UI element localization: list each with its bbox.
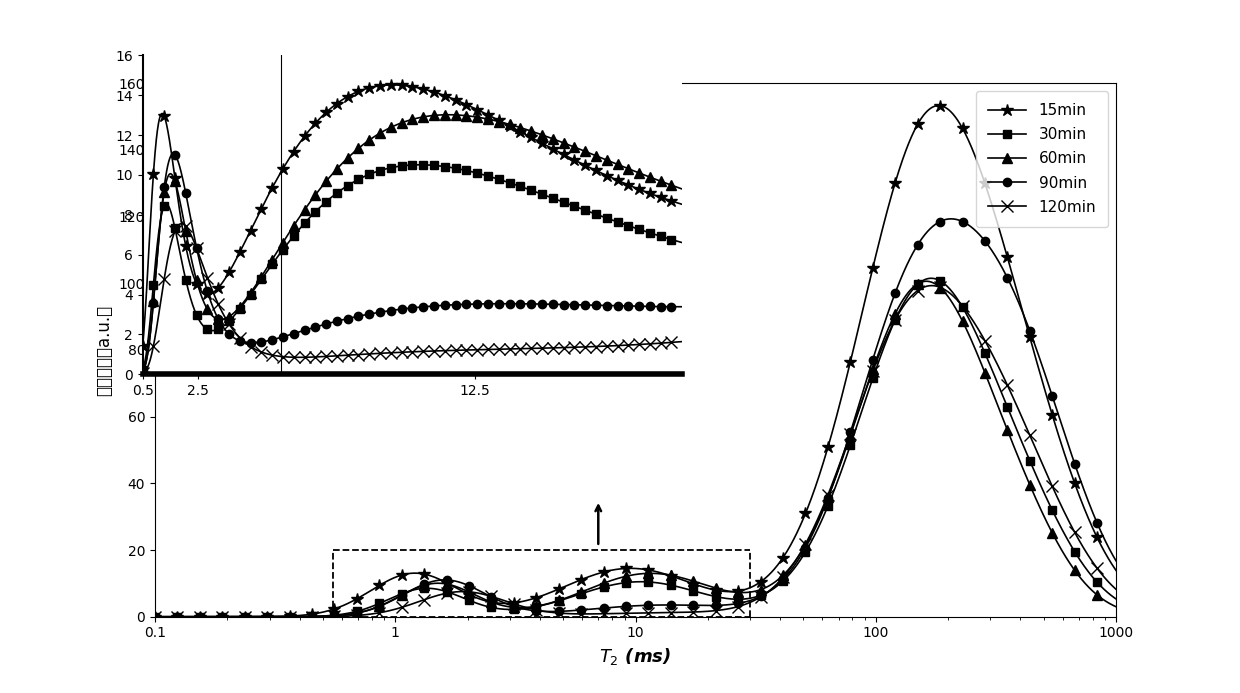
30min [257,613,272,621]
Line: 60min: 60min [150,277,1121,622]
30min [1090,579,1105,587]
15min [931,101,946,109]
Line: 120min: 120min [150,280,1121,622]
90min [314,612,329,620]
60min [919,277,934,286]
30min [1109,595,1123,603]
60min [987,392,1002,400]
15min [314,608,329,617]
90min [944,215,959,223]
Legend: 15min, 30min, 60min, 90min, 120min: 15min, 30min, 60min, 90min, 120min [976,91,1109,227]
120min [148,613,162,621]
120min [987,353,1002,362]
15min [1090,534,1105,543]
15min [257,613,272,621]
120min [924,281,939,290]
Line: 90min: 90min [151,215,1120,621]
Y-axis label: 信号幅度（a.u.）: 信号幅度（a.u.） [95,304,113,396]
15min [558,582,573,590]
30min [558,595,573,603]
90min [1090,520,1105,528]
60min [148,613,162,621]
30min [987,370,1002,378]
60min [314,612,329,620]
60min [1090,591,1105,599]
90min [558,607,573,615]
120min [516,603,531,611]
120min [257,613,272,621]
90min [987,249,1002,258]
15min [987,207,1002,216]
Line: 15min: 15min [149,99,1122,623]
120min [1109,585,1123,593]
60min [1109,602,1123,611]
120min [558,609,573,617]
90min [1109,556,1123,565]
X-axis label: $T_2$ (ms): $T_2$ (ms) [599,646,672,667]
120min [314,613,329,621]
15min [516,597,531,606]
60min [516,604,531,612]
Line: 30min: 30min [151,274,1120,621]
15min [1109,566,1123,574]
15min [148,613,162,621]
60min [558,594,573,602]
30min [516,604,531,613]
90min [516,605,531,613]
30min [924,274,939,283]
120min [1090,565,1105,573]
90min [257,613,272,621]
30min [148,613,162,621]
90min [148,613,162,621]
30min [314,612,329,620]
60min [257,613,272,621]
